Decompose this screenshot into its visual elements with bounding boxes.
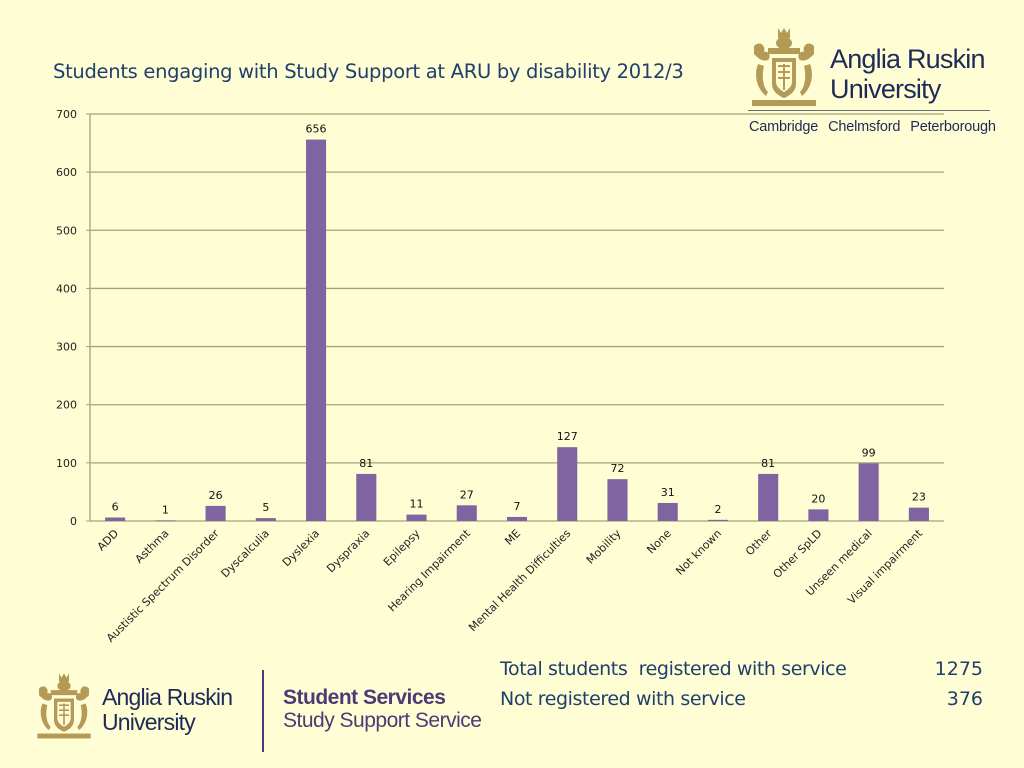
x-tick-label: Other SpLD [771,527,825,581]
university-name-line2: University [830,74,941,104]
x-tick-label: ADD [95,527,121,553]
data-label: 27 [460,488,474,501]
university-name-line2: University [102,709,196,735]
x-tick-label: Hearing Impairment [385,526,473,614]
x-tick-label: Mental Health Difficulties [466,527,573,634]
x-tick-label: Dyscalculia [219,527,272,580]
y-tick-label: 0 [70,515,77,528]
bar [908,507,929,521]
y-tick-label: 300 [56,341,77,354]
data-label: 6 [112,501,119,514]
bar [808,509,829,521]
data-label: 23 [912,491,926,504]
stat-value: 1275 [934,658,983,680]
bar [205,505,226,521]
campus-chelmsford: Chelmsford [828,119,901,135]
data-label: 72 [610,462,624,475]
data-label: 1 [162,503,169,516]
logo-divider [748,110,990,111]
axes [86,113,944,522]
x-tick-label: Other [743,527,775,559]
bar [858,463,879,521]
registration-stats: Total students registered with service 1… [500,655,985,715]
bar [657,502,678,521]
university-crest-icon [37,673,91,739]
x-tick-label: ME [502,527,523,548]
university-logo-top: Anglia Ruskin University Cambridge Chelms… [748,26,998,141]
x-tick-label: Dyspraxia [324,527,372,575]
data-label: 31 [661,486,675,499]
department-name: Student Services [283,686,446,709]
stat-row-not-registered: Not registered with service 376 [500,685,985,715]
student-services-logo: Anglia Ruskin University Student Service… [34,668,504,758]
data-label: 7 [514,500,521,513]
y-tick-label: 100 [56,457,77,470]
university-name-line1: Anglia Ruskin [830,44,985,74]
university-crest-icon [752,28,816,106]
data-labels: 6 1 26 5 656 81 11 27 7 127 72 31 2 81 20 99 23 [112,123,926,517]
stat-row-total: Total students registered with service 1… [500,655,985,685]
x-tick-label: Mobility [584,527,624,567]
bar [306,139,327,521]
data-label: 81 [761,457,775,470]
x-tick-label: Epilepsy [381,527,423,569]
y-tick-label: 500 [56,224,77,237]
slide-title: Students engaging with Study Support at … [53,60,684,83]
y-tick-label: 400 [56,282,77,295]
y-tick-label: 200 [56,399,77,412]
stat-label: Not registered with service [500,688,746,710]
data-label: 5 [262,501,269,514]
bar [758,473,779,521]
campus-cambridge: Cambridge [749,119,819,135]
x-tick-label: Dyslexia [280,527,322,569]
logo-divider [262,670,264,752]
data-label: 26 [209,489,223,502]
bars [105,139,929,522]
bar [356,473,377,521]
bar [255,518,276,521]
data-label: 11 [410,498,424,511]
data-label: 20 [811,492,825,505]
x-tick-label: Not known [673,527,724,578]
stat-label: Total students registered with service [500,658,847,680]
bar [506,516,528,521]
data-label: 2 [714,503,721,516]
x-tick-label: None [644,527,674,557]
service-name: Study Support Service [283,709,482,732]
gridlines [90,113,944,464]
university-name-line1: Anglia Ruskin [102,684,233,710]
bar [105,517,126,521]
bar [557,447,578,521]
bar [607,479,628,521]
bar [406,514,427,521]
campus-list: Cambridge Chelmsford Peterborough [749,119,1006,135]
bar [456,505,477,521]
y-tick-label: 600 [56,166,77,179]
stat-value: 376 [946,688,983,710]
bar [155,520,176,522]
data-label: 81 [359,457,373,470]
data-label: 656 [306,123,327,136]
data-label: 99 [862,446,876,459]
bar-chart: 6 1 26 5 656 81 11 27 7 127 72 31 2 81 20 99 23 0 100 200 3… [56,108,944,645]
data-label: 127 [557,430,578,443]
campus-peterborough: Peterborough [910,119,996,135]
x-tick-label: Asthma [133,527,172,566]
y-tick-label: 700 [56,108,77,121]
bar [707,519,728,521]
y-tick-labels: 0 100 200 300 400 500 600 700 [56,108,77,528]
